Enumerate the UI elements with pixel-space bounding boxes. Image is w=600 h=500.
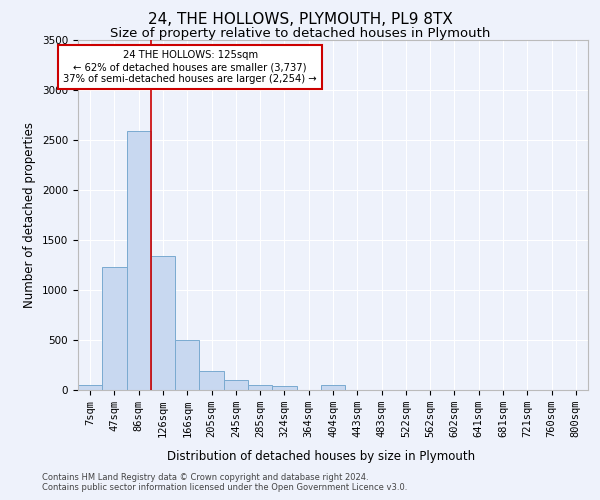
Text: Contains public sector information licensed under the Open Government Licence v3: Contains public sector information licen… [42,482,407,492]
Text: Contains HM Land Registry data © Crown copyright and database right 2024.: Contains HM Land Registry data © Crown c… [42,472,368,482]
Bar [272,386,296,390]
Bar [321,385,345,390]
Text: 24, THE HOLLOWS, PLYMOUTH, PL9 8TX: 24, THE HOLLOWS, PLYMOUTH, PL9 8TX [148,12,452,28]
Bar [224,380,248,390]
Bar [127,131,151,390]
Text: Distribution of detached houses by size in Plymouth: Distribution of detached houses by size … [167,450,475,463]
Bar [151,256,175,390]
Bar [78,385,102,390]
Text: 24 THE HOLLOWS: 125sqm
← 62% of detached houses are smaller (3,737)
37% of semi-: 24 THE HOLLOWS: 125sqm ← 62% of detached… [64,50,317,84]
Y-axis label: Number of detached properties: Number of detached properties [23,122,37,308]
Bar [248,385,272,390]
Bar [199,370,224,390]
Text: Size of property relative to detached houses in Plymouth: Size of property relative to detached ho… [110,28,490,40]
Bar [102,267,127,390]
Bar [175,340,199,390]
